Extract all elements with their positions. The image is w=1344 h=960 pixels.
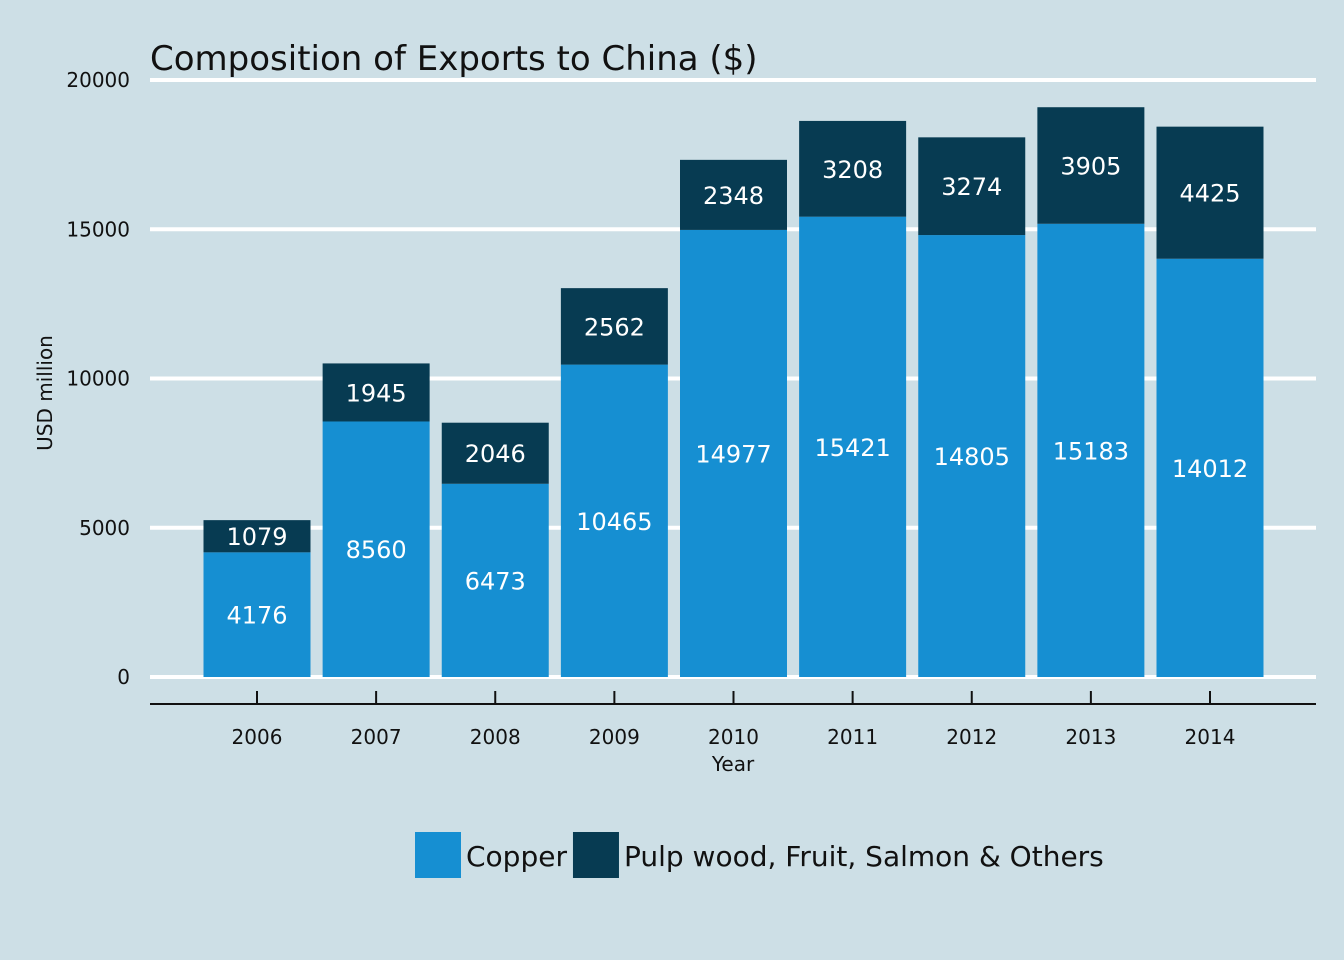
bar-segment [680,229,787,677]
x-tick-label: 2008 [470,725,521,749]
bar-segment [560,364,668,677]
x-axis-label: Year [711,752,755,776]
y-tick-label: 5000 [79,516,130,540]
bar-value-label: 2046 [465,440,526,468]
bar-value-label: 10465 [576,508,652,536]
x-tick-label: 2007 [351,725,402,749]
bar-value-label: 15183 [1053,437,1129,465]
bar-value-label: 1945 [346,379,407,407]
bar-segment [441,483,549,677]
y-tick-label: 20000 [66,68,130,92]
bar-segment [799,216,907,677]
legend: Copper Pulp wood, Fruit, Salmon & Others [415,832,1104,878]
bar-segment [918,235,1026,678]
x-tick-label: 2009 [589,725,640,749]
chart-title: Composition of Exports to China ($) [150,39,758,79]
bars: 4176 1079 8560 1945 6473 2046 10465 2562 14977 23… [203,107,1264,678]
y-tick-label: 10000 [66,367,130,391]
y-tick-label: 0 [117,665,130,689]
bar-value-label: 6473 [465,567,526,595]
y-tick-label: 15000 [66,217,130,241]
bar-value-label: 4425 [1179,180,1240,208]
x-axis: 2006 2007 2008 2009 2010 2011 2012 2013 2014 [150,691,1316,749]
y-axis-ticks: 0 5000 10000 15000 20000 [66,68,130,689]
bar-value-label: 14805 [934,443,1010,471]
bar-segment [1037,107,1145,224]
bar-segment [1156,126,1264,259]
bar-value-label: 2562 [584,313,645,341]
x-tick-label: 2013 [1065,725,1116,749]
bar-value-label: 4176 [226,602,287,630]
x-tick-label: 2014 [1185,725,1236,749]
bar-value-label: 3208 [822,156,883,184]
bar-segment [322,421,430,677]
bar-segment [799,120,907,217]
x-tick-label: 2010 [708,725,759,749]
legend-label: Copper [466,840,567,873]
legend-label: Pulp wood, Fruit, Salmon & Others [624,840,1104,873]
bar-value-label: 15421 [814,434,890,462]
bar-value-label: 14977 [695,440,771,468]
legend-swatch [415,832,461,878]
bar-segment [1156,258,1264,677]
bar-segment [203,552,311,677]
bar-segment [918,137,1026,236]
bar-value-label: 1079 [226,523,287,551]
bar-value-label: 14012 [1172,455,1248,483]
bar-value-label: 3905 [1060,153,1121,181]
y-axis-label: USD million [33,335,57,451]
bar-value-label: 3274 [941,173,1002,201]
bar-segment [680,159,787,230]
x-tick-label: 2011 [827,725,878,749]
bar-segment [322,363,430,422]
bar-segment [1037,223,1145,677]
bar-segment [560,288,668,365]
bar-value-label: 8560 [346,536,407,564]
bar-value-label: 2348 [703,182,764,210]
legend-swatch [572,832,619,878]
x-tick-label: 2012 [946,725,997,749]
bar-segment [203,520,311,553]
x-tick-label: 2006 [232,725,283,749]
bar-segment [441,422,549,484]
